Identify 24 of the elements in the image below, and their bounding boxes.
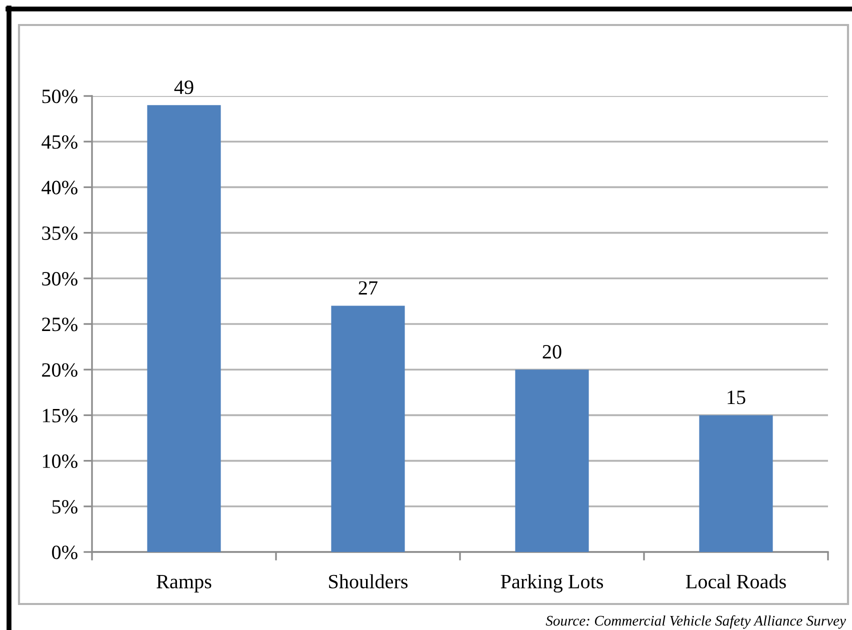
bar bbox=[515, 370, 589, 552]
source-note: Source: Commercial Vehicle Safety Alliance Survey bbox=[546, 615, 846, 629]
y-tick-label: 30% bbox=[42, 272, 78, 286]
bar bbox=[331, 306, 405, 552]
y-tick-label: 0% bbox=[52, 546, 78, 560]
y-tick-label: 45% bbox=[42, 135, 78, 149]
x-tick-label: Local Roads bbox=[686, 574, 786, 588]
y-tick-label: 10% bbox=[42, 454, 78, 468]
y-tick-label: 35% bbox=[42, 226, 78, 240]
y-tick-label: 50% bbox=[42, 90, 78, 104]
data-label: 15 bbox=[728, 390, 746, 404]
y-tick-label: 25% bbox=[42, 318, 78, 332]
x-tick-label: Ramps bbox=[156, 575, 212, 592]
y-tick-label: 15% bbox=[42, 408, 78, 422]
y-tick-label: 5% bbox=[52, 500, 78, 514]
y-tick-label: 40% bbox=[42, 180, 78, 194]
data-label: 49 bbox=[174, 80, 194, 94]
x-tick-label: Parking Lots bbox=[500, 574, 604, 593]
data-label: 20 bbox=[542, 344, 562, 359]
y-tick-label: 20% bbox=[42, 363, 78, 377]
x-tick-label: Shoulders bbox=[329, 574, 408, 588]
data-label: 27 bbox=[358, 281, 378, 295]
bar bbox=[147, 105, 221, 552]
bar bbox=[699, 415, 773, 552]
